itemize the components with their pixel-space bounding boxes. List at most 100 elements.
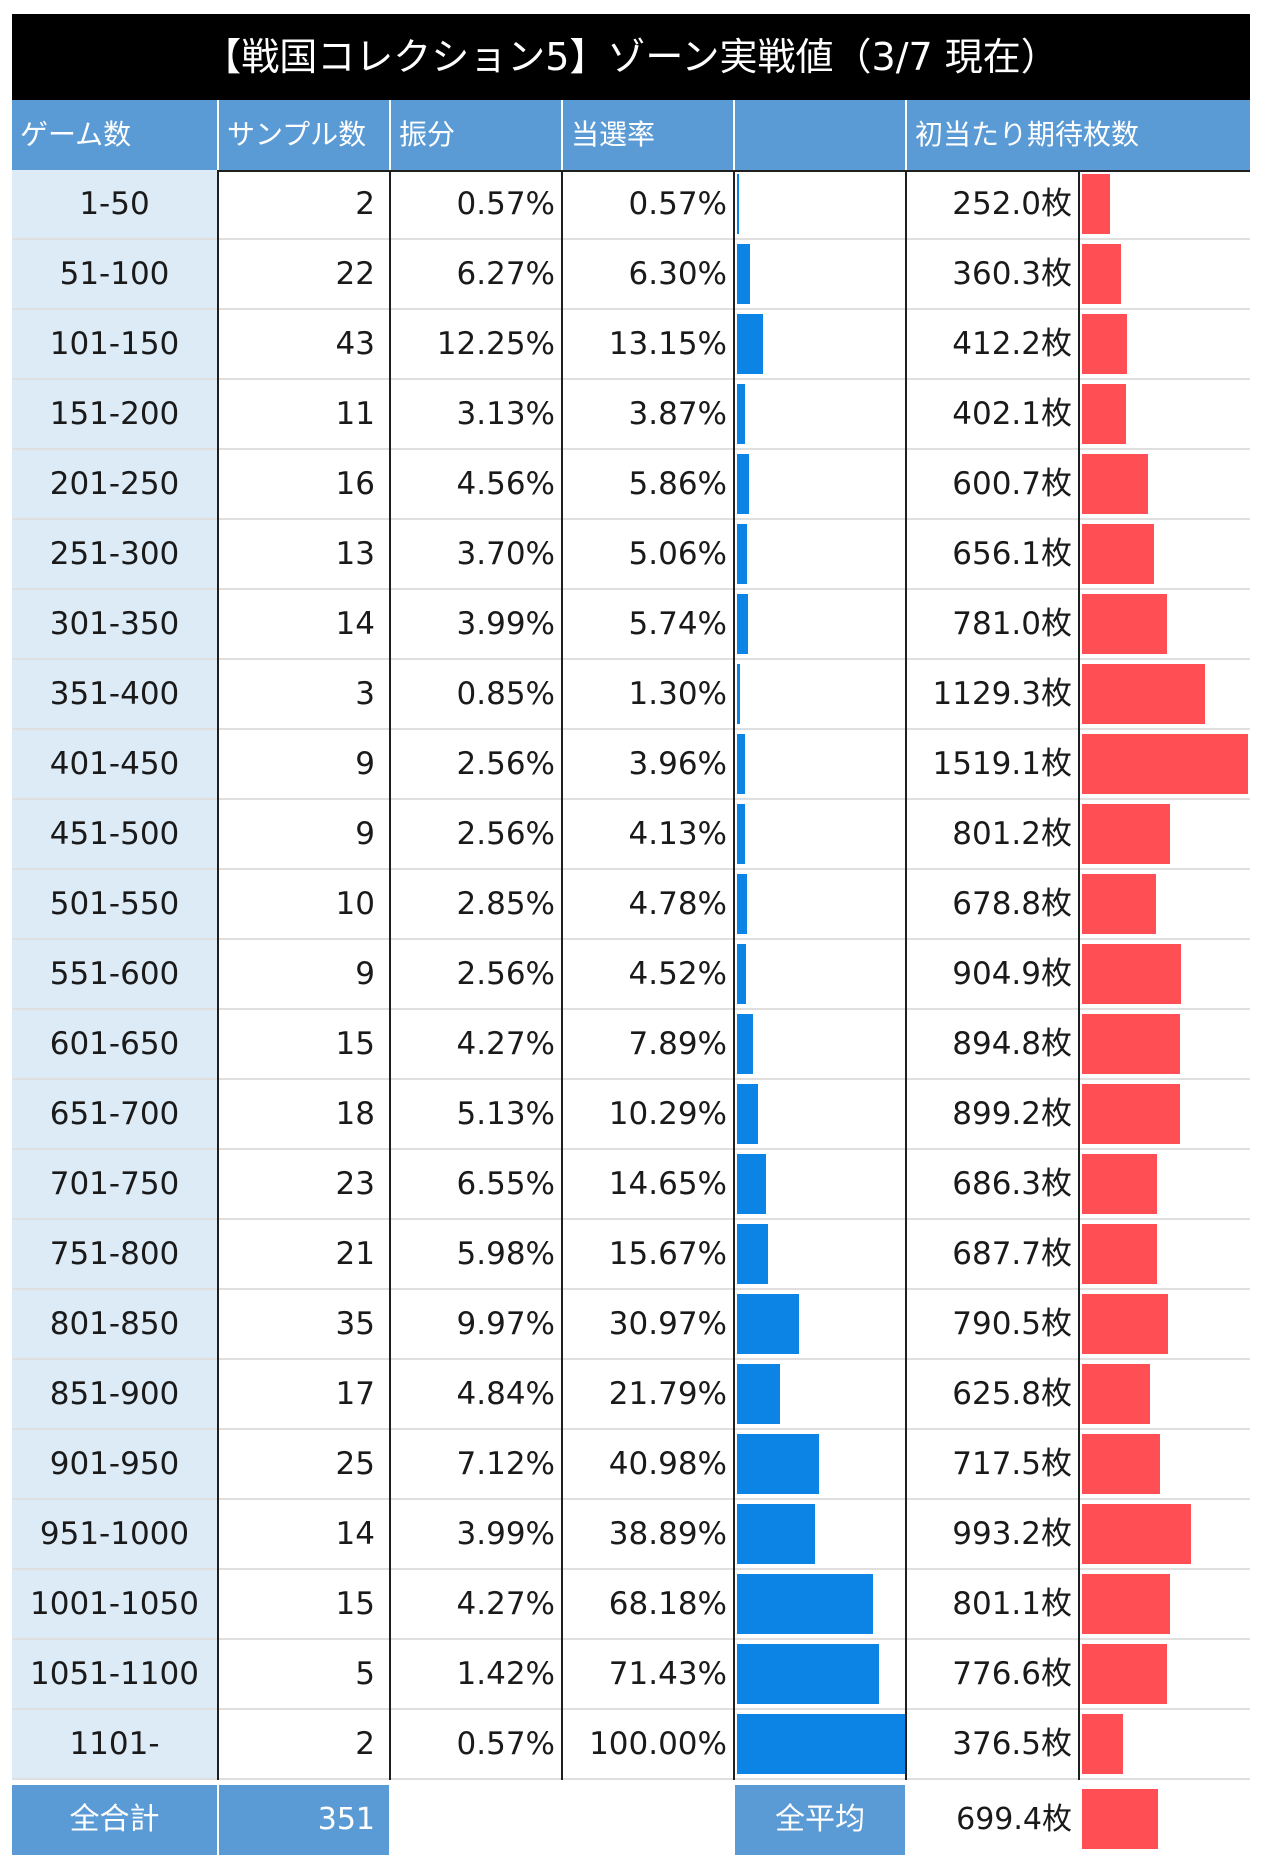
sample-count: 2 — [355, 186, 375, 222]
expected-coins: 1519.1枚 — [932, 746, 1072, 782]
game-range: 1051-1100 — [12, 1640, 217, 1708]
hit-rate-bar-cell — [735, 1080, 905, 1148]
footer-average-bar-cell — [1080, 1785, 1250, 1855]
hit-rate-bar-cell — [735, 1150, 905, 1218]
footer-average-value: 699.4枚 — [956, 1802, 1072, 1837]
expected-coins-bar — [1082, 1294, 1169, 1354]
table-row: 1101- 2 0.57% 100.00% 376.5枚 — [12, 1710, 1250, 1780]
sample-count: 2 — [355, 1726, 375, 1762]
share-percent: 3.70% — [456, 536, 555, 572]
hit-rate-bar-cell — [735, 450, 905, 518]
hit-rate-bar-cell — [735, 1010, 905, 1078]
hit-rate-bar-cell — [735, 940, 905, 1008]
expected-coins-bar — [1082, 244, 1122, 304]
table-row: 101-150 43 12.25% 13.15% 412.2枚 — [12, 310, 1250, 380]
sample-count: 11 — [335, 396, 375, 432]
header-share: 振分 — [399, 118, 456, 151]
expected-coins: 360.3枚 — [952, 256, 1072, 292]
share-percent: 5.13% — [456, 1096, 555, 1132]
sample-count: 23 — [335, 1166, 375, 1202]
expected-coins-bar — [1082, 874, 1157, 934]
sample-count: 15 — [335, 1586, 375, 1622]
row-divider — [12, 378, 1250, 380]
expected-coins-bar-cell — [1080, 1710, 1250, 1778]
table-row: 1-50 2 0.57% 0.57% 252.0枚 — [12, 170, 1250, 240]
share-percent: 4.84% — [456, 1376, 555, 1412]
header-divider — [905, 100, 907, 170]
hit-rate-bar-cell — [735, 1220, 905, 1288]
hit-rate-bar — [737, 874, 747, 934]
hit-rate: 5.06% — [628, 536, 727, 572]
expected-coins-bar — [1082, 1434, 1161, 1494]
game-range: 751-800 — [12, 1220, 217, 1288]
expected-coins-bar-cell — [1080, 590, 1250, 658]
header-divider — [389, 100, 391, 170]
table-row: 951-1000 14 3.99% 38.89% 993.2枚 — [12, 1500, 1250, 1570]
sample-count: 16 — [335, 466, 375, 502]
expected-coins-bar-cell — [1080, 1360, 1250, 1428]
table-row: 151-200 11 3.13% 3.87% 402.1枚 — [12, 380, 1250, 450]
hit-rate-bar — [737, 1154, 767, 1214]
expected-coins: 402.1枚 — [952, 396, 1072, 432]
row-divider — [12, 658, 1250, 660]
expected-coins-bar — [1082, 1644, 1167, 1704]
hit-rate-bar-cell — [735, 310, 905, 378]
game-range: 1101- — [12, 1710, 217, 1778]
hit-rate-bar — [737, 664, 740, 724]
hit-rate-bar-cell — [735, 520, 905, 588]
table-row: 1051-1100 5 1.42% 71.43% 776.6枚 — [12, 1640, 1250, 1710]
hit-rate-bar — [737, 524, 748, 584]
header-bottom-border — [12, 170, 1250, 172]
expected-coins: 412.2枚 — [952, 326, 1072, 362]
hit-rate-bar — [737, 1644, 880, 1704]
game-range: 1001-1050 — [12, 1570, 217, 1638]
table-row: 251-300 13 3.70% 5.06% 656.1枚 — [12, 520, 1250, 590]
hit-rate: 14.65% — [608, 1166, 727, 1202]
expected-coins-bar — [1082, 384, 1126, 444]
row-divider — [12, 868, 1250, 870]
hit-rate: 38.89% — [608, 1516, 727, 1552]
share-percent: 5.98% — [456, 1236, 555, 1272]
share-percent: 2.85% — [456, 886, 555, 922]
expected-coins: 656.1枚 — [952, 536, 1072, 572]
sample-count: 5 — [355, 1656, 375, 1692]
footer-average-bar — [1082, 1789, 1159, 1849]
header-sample: サンプル数 — [227, 118, 367, 151]
share-percent: 0.57% — [456, 186, 555, 222]
expected-coins-bar-cell — [1080, 1150, 1250, 1218]
hit-rate: 4.52% — [628, 956, 727, 992]
table-footer: 全合計 351 全平均 699.4枚 — [12, 1785, 1250, 1855]
share-percent: 3.99% — [456, 1516, 555, 1552]
share-percent: 4.56% — [456, 466, 555, 502]
expected-coins-bar-cell — [1080, 870, 1250, 938]
expected-coins: 252.0枚 — [952, 186, 1072, 222]
row-divider — [12, 1428, 1250, 1430]
sample-count: 15 — [335, 1026, 375, 1062]
sample-count: 25 — [335, 1446, 375, 1482]
header-rate: 当選率 — [571, 118, 656, 151]
expected-coins-bar-cell — [1080, 1570, 1250, 1638]
hit-rate: 40.98% — [608, 1446, 727, 1482]
expected-coins-bar — [1082, 734, 1248, 794]
header-divider — [733, 100, 735, 170]
table-row: 901-950 25 7.12% 40.98% 717.5枚 — [12, 1430, 1250, 1500]
hit-rate-bar — [737, 594, 749, 654]
hit-rate-bar-cell — [735, 1290, 905, 1358]
expected-coins-bar-cell — [1080, 730, 1250, 798]
hit-rate-bar — [737, 174, 739, 234]
hit-rate: 0.57% — [628, 186, 727, 222]
expected-coins-bar — [1082, 1574, 1170, 1634]
expected-coins-bar-cell — [1080, 940, 1250, 1008]
hit-rate-bar — [737, 454, 749, 514]
share-percent: 0.57% — [456, 1726, 555, 1762]
expected-coins-bar-cell — [1080, 1500, 1250, 1568]
sample-count: 43 — [335, 326, 375, 362]
hit-rate-bar-cell — [735, 800, 905, 868]
row-divider — [12, 1498, 1250, 1500]
hit-rate-bar-cell — [735, 1710, 905, 1778]
row-divider — [12, 728, 1250, 730]
game-range: 501-550 — [12, 870, 217, 938]
expected-coins-bar — [1082, 454, 1148, 514]
table-row: 551-600 9 2.56% 4.52% 904.9枚 — [12, 940, 1250, 1010]
hit-rate-bar — [737, 384, 745, 444]
